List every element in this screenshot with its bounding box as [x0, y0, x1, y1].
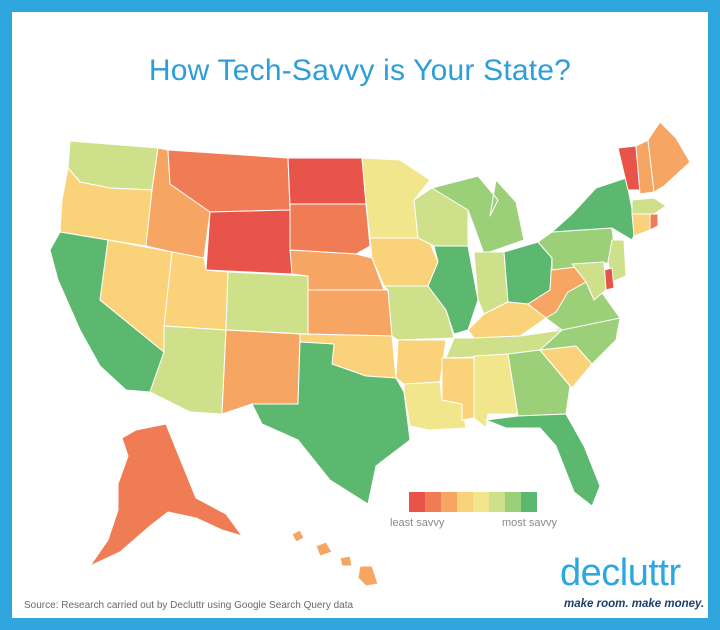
legend-most-label: most savvy [502, 517, 558, 529]
state-NC [539, 317, 621, 365]
state-WY [205, 209, 293, 275]
state-NY [551, 177, 637, 241]
state-NM [221, 329, 301, 415]
state-MD [571, 261, 607, 301]
state-IL [427, 245, 479, 335]
legend-swatch-7 [505, 492, 521, 512]
state-FL [485, 413, 601, 507]
state-ME [647, 121, 691, 193]
legend-swatch-5 [473, 492, 489, 512]
logo-tagline: make room. make money. [564, 598, 705, 610]
state-KS [307, 289, 393, 337]
state-SD [289, 203, 371, 255]
state-GA [507, 349, 571, 417]
state-MA [631, 197, 667, 215]
legend-color-scale [409, 492, 537, 512]
legend-swatch-3 [441, 492, 457, 512]
state-AR [395, 339, 447, 385]
state-RI [649, 213, 659, 231]
state-ND [287, 157, 367, 205]
state-MI [431, 175, 525, 255]
state-CO [225, 271, 309, 335]
legend-swatch-2 [425, 492, 441, 512]
legend-swatch-8 [521, 492, 537, 512]
state-CT [631, 213, 651, 237]
state-LA [403, 381, 467, 431]
decluttr-logo: decluttr [560, 552, 681, 594]
state-AK [89, 423, 243, 567]
state-HI [291, 529, 379, 587]
source-note: Source: Research carried out by Decluttr… [24, 600, 354, 611]
legend-swatch-1 [409, 492, 425, 512]
legend-swatch-4 [457, 492, 473, 512]
legend-least-label: least savvy [390, 517, 445, 529]
legend-swatch-6 [489, 492, 505, 512]
infographic-panel: How Tech-Savvy is Your State? [12, 12, 708, 618]
map-title: How Tech-Savvy is Your State? [148, 54, 572, 87]
state-TX [251, 341, 411, 505]
us-choropleth-map [49, 121, 691, 587]
